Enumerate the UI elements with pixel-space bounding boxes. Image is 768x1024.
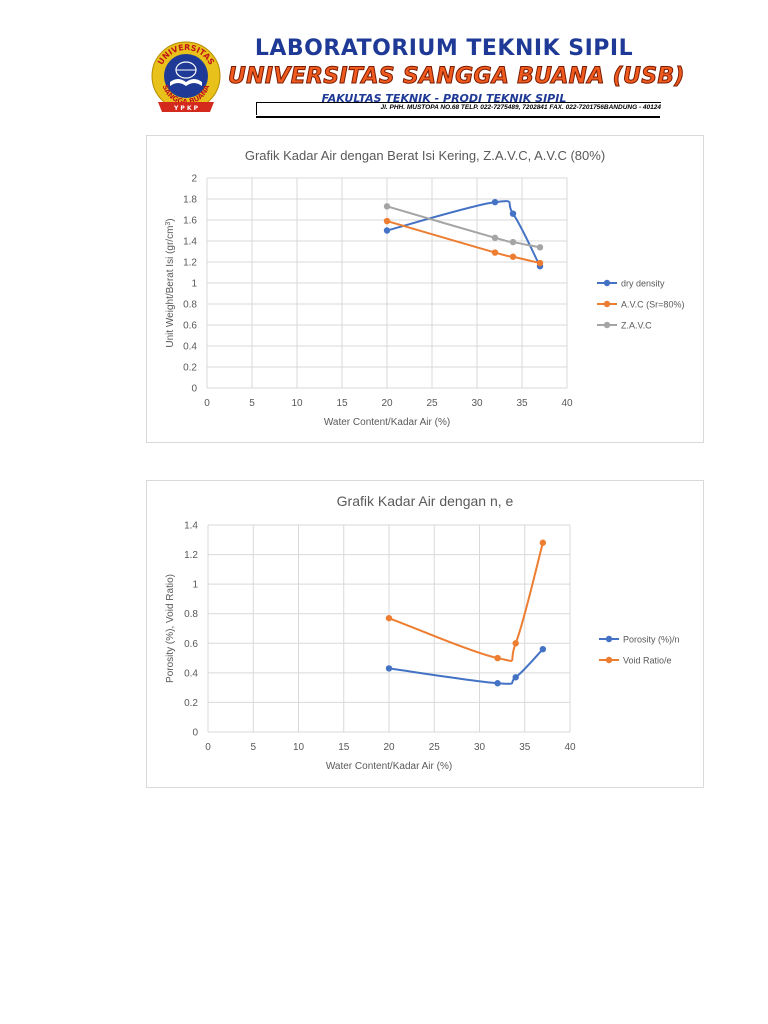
series-line: [386, 220, 541, 265]
data-point: [494, 654, 501, 662]
faculty-name: FAKULTAS TEKNIK - PRODI TEKNIK SIPIL: [321, 92, 567, 105]
logo-inner-circle: [164, 54, 208, 98]
logo-ribbon: [158, 102, 214, 112]
data-point: [385, 614, 393, 622]
legend-label: A.V.C (Sr=80%): [621, 300, 684, 310]
y-tick-label: 0.8: [183, 300, 197, 311]
x-tick-label: 5: [250, 742, 256, 753]
data-point: [385, 665, 393, 672]
legend-label: dry density: [621, 279, 665, 289]
y-tick-label: 0.2: [183, 363, 197, 374]
y-tick-label: 0.2: [184, 698, 198, 709]
logo-book: [170, 79, 202, 86]
y-axis-label: Porosity (%), Void Ratio): [165, 574, 176, 683]
y-tick-label: 1.4: [183, 237, 197, 248]
legend-label: Porosity (%)/n: [623, 635, 680, 645]
x-tick-label: 25: [426, 398, 438, 409]
x-tick-label: 10: [291, 398, 303, 409]
y-tick-label: 2: [191, 174, 197, 185]
x-tick-label: 20: [383, 742, 395, 753]
y-tick-label: 0: [192, 728, 198, 739]
address-box: Jl. PHH. MUSTOPA NO.68 TELP. 022-7275489…: [256, 102, 661, 115]
legend-swatch-marker: [603, 321, 611, 329]
x-tick-label: 15: [338, 742, 350, 753]
series-line: [388, 648, 544, 685]
y-tick-label: 1: [192, 580, 198, 591]
chart-porosity-void-ratio: Grafik Kadar Air dengan n, e 0 5 10 15 20 25 30…: [146, 480, 704, 788]
logo-ribbon-text: Y P K P: [173, 105, 199, 112]
x-tick-label: 40: [561, 398, 573, 409]
y-axis-label: Unit Weight/Berat Isi (gr/cm3): [165, 218, 177, 347]
x-axis-label: Water Content/Kadar Air (%): [326, 761, 452, 772]
y-tick-label: 0.6: [183, 321, 197, 332]
data-point: [494, 680, 501, 687]
chart-dry-density: Grafik Kadar Air dengan Berat Isi Kering…: [146, 135, 704, 443]
data-point: [383, 203, 391, 210]
series-line: [388, 542, 544, 662]
legend-label: Z.A.V.C: [621, 321, 652, 331]
data-point: [536, 259, 544, 267]
series-line: [386, 205, 541, 249]
lab-title: LABORATORIUM TEKNIK SIPIL: [254, 36, 634, 61]
data-point: [491, 234, 499, 242]
letterhead: UNIVERSITAS SANGGA BUANA Y P K P LABORAT…: [148, 36, 685, 120]
y-tick-label: 0: [191, 384, 197, 395]
x-tick-label: 0: [204, 398, 210, 409]
y-tick-label: 1.6: [183, 216, 197, 227]
legend-label: Void Ratio/e: [623, 656, 672, 666]
chart-dry-density-svg: Grafik Kadar Air dengan Berat Isi Kering…: [165, 148, 685, 428]
data-point: [509, 238, 517, 246]
y-tick-label: 1.2: [184, 550, 198, 561]
legend-swatch-marker: [605, 635, 613, 643]
data-point: [509, 210, 517, 217]
data-point: [383, 217, 391, 225]
y-tick-label: 0.8: [184, 609, 198, 620]
y-tick-label: 0.4: [184, 668, 198, 679]
x-tick-label: 0: [205, 742, 211, 753]
data-point: [539, 539, 547, 546]
legend-swatch-marker: [603, 300, 611, 308]
x-tick-label: 5: [249, 398, 255, 409]
x-tick-label: 25: [429, 742, 441, 753]
x-tick-label: 30: [471, 398, 483, 409]
chart-title: Grafik Kadar Air dengan n, e: [337, 493, 514, 509]
x-tick-label: 35: [519, 742, 531, 753]
university-name: UNIVERSITAS SANGGA BUANA (USB): [228, 64, 685, 90]
x-axis-label: Water Content/Kadar Air (%): [324, 417, 450, 428]
y-tick-label: 1.8: [183, 195, 197, 206]
series-line: [386, 200, 541, 267]
y-tick-label: 1.4: [184, 521, 198, 532]
data-point: [491, 249, 499, 256]
y-tick-label: 0.4: [183, 342, 197, 353]
data-point: [509, 253, 517, 260]
x-tick-label: 30: [474, 742, 486, 753]
x-tick-label: 10: [293, 742, 305, 753]
data-point: [539, 646, 547, 653]
data-point: [512, 674, 519, 681]
legend-swatch-marker: [605, 656, 613, 664]
x-tick-label: 15: [336, 398, 348, 409]
x-tick-label: 40: [564, 742, 576, 753]
data-point: [512, 640, 519, 647]
data-point: [491, 198, 499, 206]
x-tick-label: 35: [516, 398, 528, 409]
y-tick-label: 1.2: [183, 258, 197, 269]
header-rule: [256, 116, 660, 118]
y-tick-label: 0.6: [184, 639, 198, 650]
x-tick-label: 20: [381, 398, 393, 409]
university-logo: UNIVERSITAS SANGGA BUANA Y P K P: [151, 41, 221, 112]
data-point: [536, 244, 544, 251]
address-line: Jl. PHH. MUSTOPA NO.68 TELP. 022-7275489…: [380, 104, 662, 111]
chart-porosity-svg: Grafik Kadar Air dengan n, e0 5 10 15 20 25 30…: [165, 493, 680, 772]
y-tick-label: 1: [191, 279, 197, 290]
legend-swatch-marker: [603, 279, 611, 287]
chart-title: Grafik Kadar Air dengan Berat Isi Kering…: [245, 148, 605, 163]
data-point: [383, 227, 391, 234]
